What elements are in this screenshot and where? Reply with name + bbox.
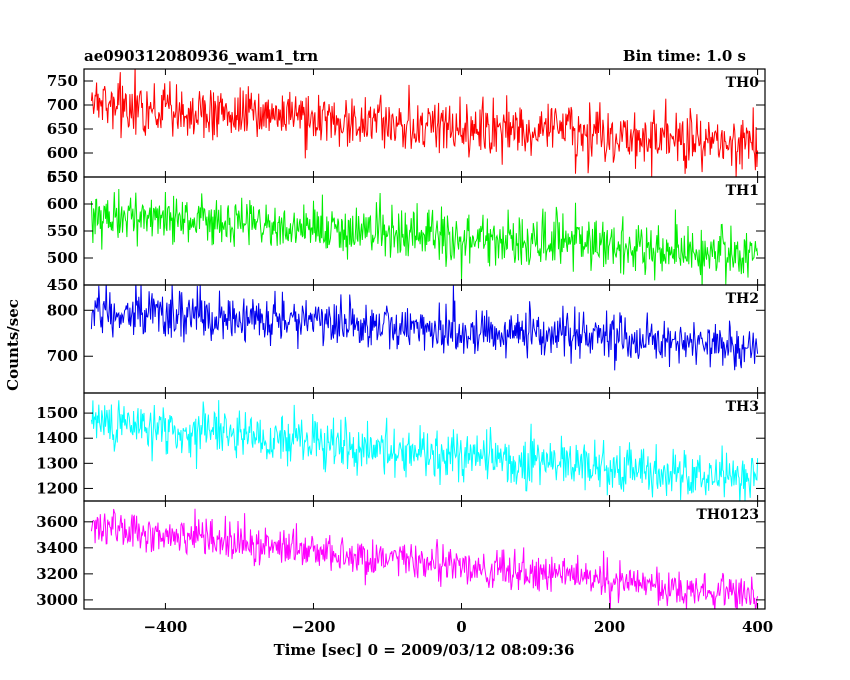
series-line-th3 <box>90 400 759 501</box>
y-tick-label: 1300 <box>36 454 78 472</box>
panel-frame <box>83 500 766 610</box>
chart-title-right: Bin time: 1.0 s <box>623 47 746 65</box>
panel-th3: 1200 1300 1400 1500 TH3 <box>36 392 766 502</box>
y-tick-label: 3200 <box>36 565 78 583</box>
y-tick-label: 600 <box>47 144 78 162</box>
series-label-th0123: TH0123 <box>696 507 759 523</box>
x-axis-label: Time [sec] 0 = 2009/03/12 08:09:36 <box>274 641 575 659</box>
panel-frame <box>83 176 766 286</box>
chart-panels: 550 600 650 700 750 TH0 450 500 550 600 650 TH1 700 8… <box>36 68 766 610</box>
y-tick-label: 550 <box>47 222 78 240</box>
series-line-th1 <box>90 188 759 285</box>
series-label-th1: TH1 <box>726 183 759 199</box>
y-tick-label: 750 <box>47 72 78 90</box>
x-axis: −400 −200 0 200 400 <box>143 618 773 636</box>
y-axis-label: Counts/sec <box>4 299 22 391</box>
y-tick-label: 650 <box>47 168 78 186</box>
x-tick-label: 400 <box>742 618 773 636</box>
panel-th2: 700 800 TH2 <box>47 284 766 394</box>
y-tick-label: 1200 <box>36 479 78 497</box>
y-tick-label: 450 <box>47 276 78 294</box>
x-tick-label: 0 <box>456 618 466 636</box>
series-label-th3: TH3 <box>726 399 759 415</box>
y-tick-label: 1400 <box>36 429 78 447</box>
y-tick-label: 500 <box>47 249 78 267</box>
y-tick-label: 3400 <box>36 539 78 557</box>
panel-th1: 450 500 550 600 650 TH1 <box>47 168 766 294</box>
y-tick-label: 650 <box>47 120 78 138</box>
y-tick-label: 600 <box>47 195 78 213</box>
y-tick-label: 700 <box>47 96 78 114</box>
panel-th0: 550 600 650 700 750 TH0 <box>47 68 766 186</box>
series-label-th2: TH2 <box>726 291 759 307</box>
series-line-th0123 <box>90 508 759 609</box>
x-tick-label: −400 <box>143 618 187 636</box>
y-tick-label: 3000 <box>36 591 78 609</box>
x-tick-label: −200 <box>292 618 336 636</box>
y-tick-label: 700 <box>47 347 78 365</box>
y-tick-label: 550 <box>47 168 78 186</box>
series-line-th2 <box>90 285 759 371</box>
y-tick-label: 1500 <box>36 404 78 422</box>
series-line-th0 <box>90 69 759 177</box>
panel-frame <box>83 68 766 178</box>
chart-title-left: ae090312080936_wam1_trn <box>84 47 318 65</box>
panel-th0123: 3000 3200 3400 3600 TH0123 <box>36 500 766 610</box>
y-tick-label: 800 <box>47 301 78 319</box>
y-tick-label: 3600 <box>36 513 78 531</box>
series-label-th0: TH0 <box>726 75 760 91</box>
x-tick-label: 200 <box>594 618 625 636</box>
